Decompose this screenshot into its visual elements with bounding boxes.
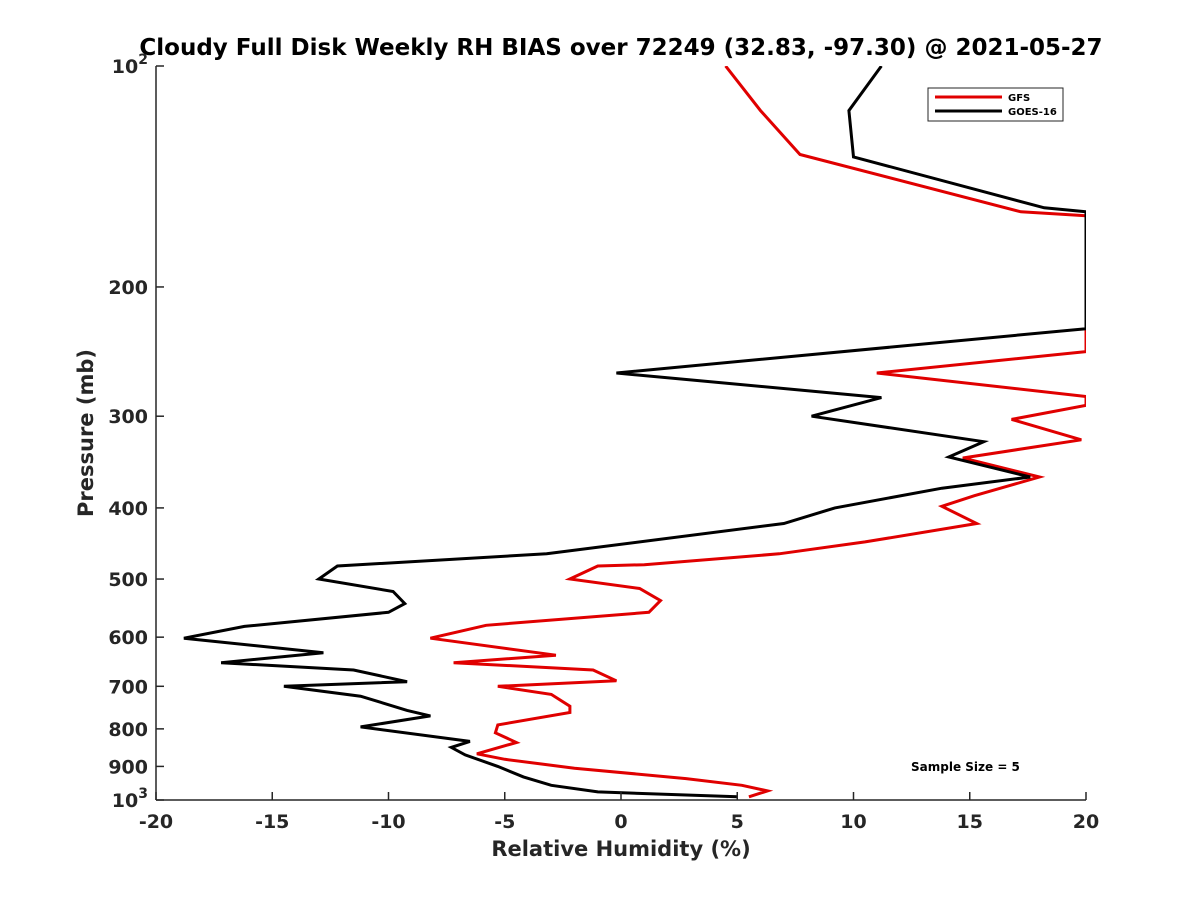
- legend: GFS GOES-16: [927, 87, 1064, 122]
- legend-label-goes-16: GOES-16: [1008, 107, 1057, 118]
- x-tick-label: 20: [1073, 811, 1099, 833]
- x-tick-label: 5: [731, 811, 744, 833]
- legend-box: [927, 87, 1064, 122]
- sample-size-annotation: Sample Size = 5: [911, 760, 1020, 774]
- y-tick-label: 400: [108, 498, 148, 520]
- y-tick-label: 102: [112, 52, 148, 78]
- x-tick-label: -20: [139, 811, 173, 833]
- y-axis-ticks: 102 200 300 400 500 600 700 800 900 103: [108, 52, 164, 812]
- y-tick-label: 200: [108, 277, 148, 299]
- x-axis-label: Relative Humidity (%): [491, 837, 750, 861]
- legend-items: GFS GOES-16: [935, 93, 1057, 118]
- series-line-goes-16: [183, 66, 1086, 799]
- y-tick-label: 700: [108, 676, 148, 698]
- legend-label-gfs: GFS: [1008, 93, 1030, 104]
- plot-area: [156, 66, 1086, 800]
- x-axis-ticks: -20 -15 -10 -5 0 5 10 15 20: [139, 792, 1099, 833]
- series-line-gfs: [430, 66, 1086, 799]
- x-tick-label: 10: [840, 811, 866, 833]
- y-tick-label: 800: [108, 719, 148, 741]
- y-axis-label: Pressure (mb): [74, 349, 98, 517]
- x-tick-label: 0: [614, 811, 627, 833]
- x-tick-label: -10: [371, 811, 405, 833]
- y-tick-label: 103: [112, 786, 148, 812]
- x-tick-label: -15: [255, 811, 289, 833]
- y-tick-label: 500: [108, 569, 148, 591]
- y-tick-label: 600: [108, 627, 148, 649]
- series-layer: [183, 66, 1086, 799]
- y-tick-label: 900: [108, 756, 148, 778]
- y-tick-label: 300: [108, 406, 148, 428]
- x-tick-label: -5: [494, 811, 515, 833]
- chart-title: Cloudy Full Disk Weekly RH BIAS over 722…: [139, 35, 1102, 61]
- x-tick-label: 15: [957, 811, 983, 833]
